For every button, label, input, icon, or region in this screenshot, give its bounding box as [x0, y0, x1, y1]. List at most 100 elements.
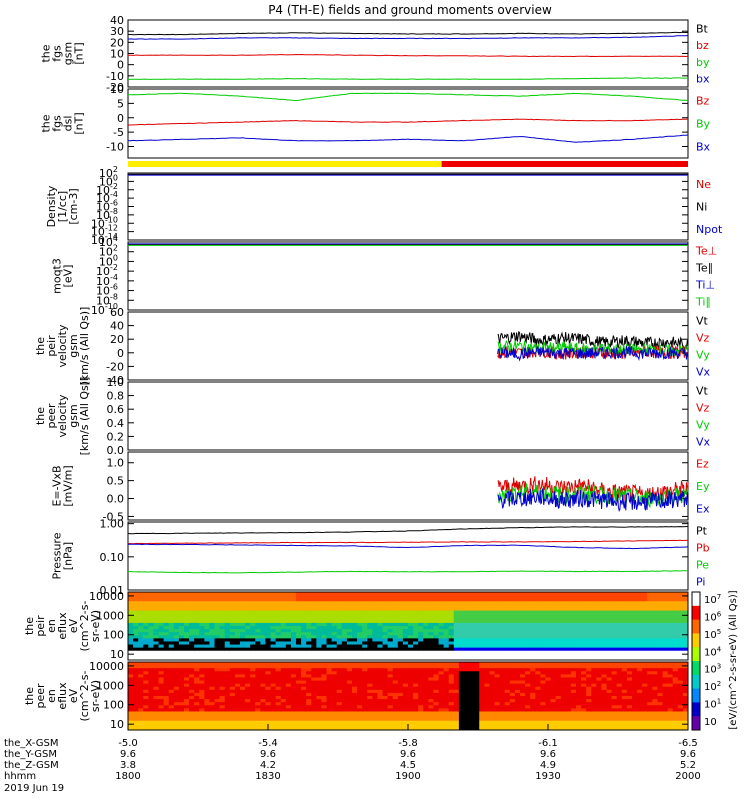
ylabel-line: [nT] [73, 112, 86, 134]
legend-entry: Te⊥ [695, 245, 717, 258]
legend-entry: Vy [696, 349, 710, 362]
legend-entry: Bx [696, 141, 711, 154]
ylabel-line: the [23, 617, 36, 635]
ylabel-line: dsl [62, 116, 75, 132]
panel-peir_spec: 10000 1000 100 10 thepeirenefluxeV(cm^2-s-sr… [23, 590, 689, 661]
ylabel-line: moqt3 [51, 258, 64, 294]
ytick-label: 1000 [96, 679, 124, 692]
ytick-label: 0.5 [107, 475, 125, 488]
ytick-label: 100 [103, 699, 124, 712]
legend-entry: Ti∥ [695, 296, 711, 309]
ytick-label: 0.6 [107, 403, 125, 416]
ytick-label: -5 [113, 126, 124, 139]
colorbar-tick: 105 [704, 628, 721, 641]
legend-entry: Vz [696, 332, 710, 345]
series-line-Ex [497, 487, 689, 512]
xaxis-row-name: the_Z-GSM [4, 760, 59, 771]
xaxis-value: 4.9 [540, 760, 556, 771]
colorbar: 107 106 105 104 103 102 101 10 [eV/(cm^2-s-sr-eV… [691, 590, 739, 731]
series-line-bx [127, 35, 689, 40]
ylabel-line: peer [34, 683, 47, 709]
ylabel-line: gsm [67, 334, 80, 357]
series-line-Bz [128, 118, 689, 126]
legend-entry: Pb [696, 542, 710, 555]
ylabel-line: sr-eV) [89, 610, 102, 642]
legend-entry: by [696, 56, 710, 69]
colorbar-label: [eV/(cm^2-s-sr-eV) (All Qs)] [728, 590, 739, 729]
legend-entry: Npot [696, 223, 723, 236]
ytick-label: 20 [110, 36, 124, 49]
ytick-label: 60 [110, 306, 124, 319]
ylabel-line: the [40, 44, 53, 62]
xaxis-value: 2000 [675, 771, 700, 782]
xaxis-value: 1930 [535, 771, 560, 782]
panel-density: 10210010-210-410-610-810-1010-1210-14Den… [45, 165, 723, 247]
ylabel-line: [cm-3] [67, 188, 80, 224]
legend-entry: Ey [696, 480, 710, 493]
legend-entry: By [696, 118, 711, 131]
panel-pressure: 1.00 0.10 0.01 Pressure[nPa] Pt Pb Pe Pi [51, 518, 710, 597]
legend-entry: Ez [696, 457, 709, 470]
ylabel-line: en [45, 619, 58, 633]
ytick-label: 40 [110, 14, 124, 27]
ytick-label: -20 [106, 360, 124, 373]
ytick-label: 1.0 [107, 376, 125, 389]
ytick-label: 0 [117, 112, 124, 125]
ylabel-line: gsm [62, 42, 75, 65]
panel-peer_spec: 10000 1000 100 10 thepeerenefluxeV(cm^2-s-sr… [23, 660, 689, 731]
colorbar-tick: 101 [704, 698, 721, 711]
ytick-label: 10 [110, 718, 124, 731]
legend-entry: Te∥ [695, 262, 713, 275]
ylabel-line: (cm^2-s- [78, 671, 91, 722]
xaxis-value: 3.8 [120, 760, 136, 771]
series-line-Pi [128, 543, 689, 550]
ylabel-line: eflux [56, 682, 69, 710]
xaxis-value: 9.6 [540, 749, 556, 760]
ylabel-line: fgs [51, 45, 64, 62]
xaxis-value: 1830 [255, 771, 280, 782]
ylabel-line: E=-VxB [51, 465, 64, 506]
ylabel-line: en [45, 689, 58, 703]
legend-entry: Vt [696, 315, 709, 328]
xaxis-value: -5.8 [398, 738, 418, 749]
ylabel-line: fgs [51, 115, 64, 132]
ytick-label: 5 [117, 97, 124, 110]
ytick-label: 0 [117, 59, 124, 72]
ylabel-line: gsm [67, 404, 80, 427]
ylabel-line: (cm^2-s- [78, 601, 91, 652]
series-line-Pb [127, 539, 688, 545]
ytick-label: -40 [106, 374, 124, 387]
ylabel-line: [eV] [62, 265, 75, 288]
colorbar-tick: 107 [704, 593, 721, 606]
ylabel-line: sr-eV) [89, 680, 102, 712]
ytick-label: -10 [106, 141, 124, 154]
legend-entry: Pe [696, 559, 709, 572]
legend-entry: bz [696, 39, 709, 52]
ylabel-line: Pressure [51, 532, 64, 579]
series-line-bz [128, 53, 689, 58]
ylabel-line: the [23, 687, 36, 705]
legend-entry: Ni [696, 201, 707, 214]
ytick-label: -20 [106, 81, 124, 94]
ylabel-line: eV [67, 688, 80, 703]
ytick-label: 0.0 [107, 444, 125, 457]
legend-entry: Vx [696, 436, 711, 449]
series-line-Bt [128, 31, 689, 36]
ylabel-line: [nT] [73, 42, 86, 64]
legend-entry: Vy [696, 419, 710, 432]
legend-entry: Ne [696, 178, 711, 191]
ytick-label: 20 [110, 333, 124, 346]
ylabel-line: [mV/m] [62, 465, 75, 506]
colorbar-tick: 104 [704, 645, 722, 658]
ylabel-line: [1/cc] [56, 191, 69, 222]
colorbar-tick: 103 [704, 663, 721, 676]
xaxis-value: -5.4 [258, 738, 278, 749]
xaxis-row-name: hhmm [4, 771, 36, 782]
ylabel-line: [km/s (All Qs)] [78, 307, 91, 386]
xaxis-value: 9.6 [400, 749, 416, 760]
mode-segment [128, 161, 442, 167]
xaxis-value: -6.5 [678, 738, 698, 749]
ylabel-line: [km/s (All Qs)] [78, 377, 91, 456]
